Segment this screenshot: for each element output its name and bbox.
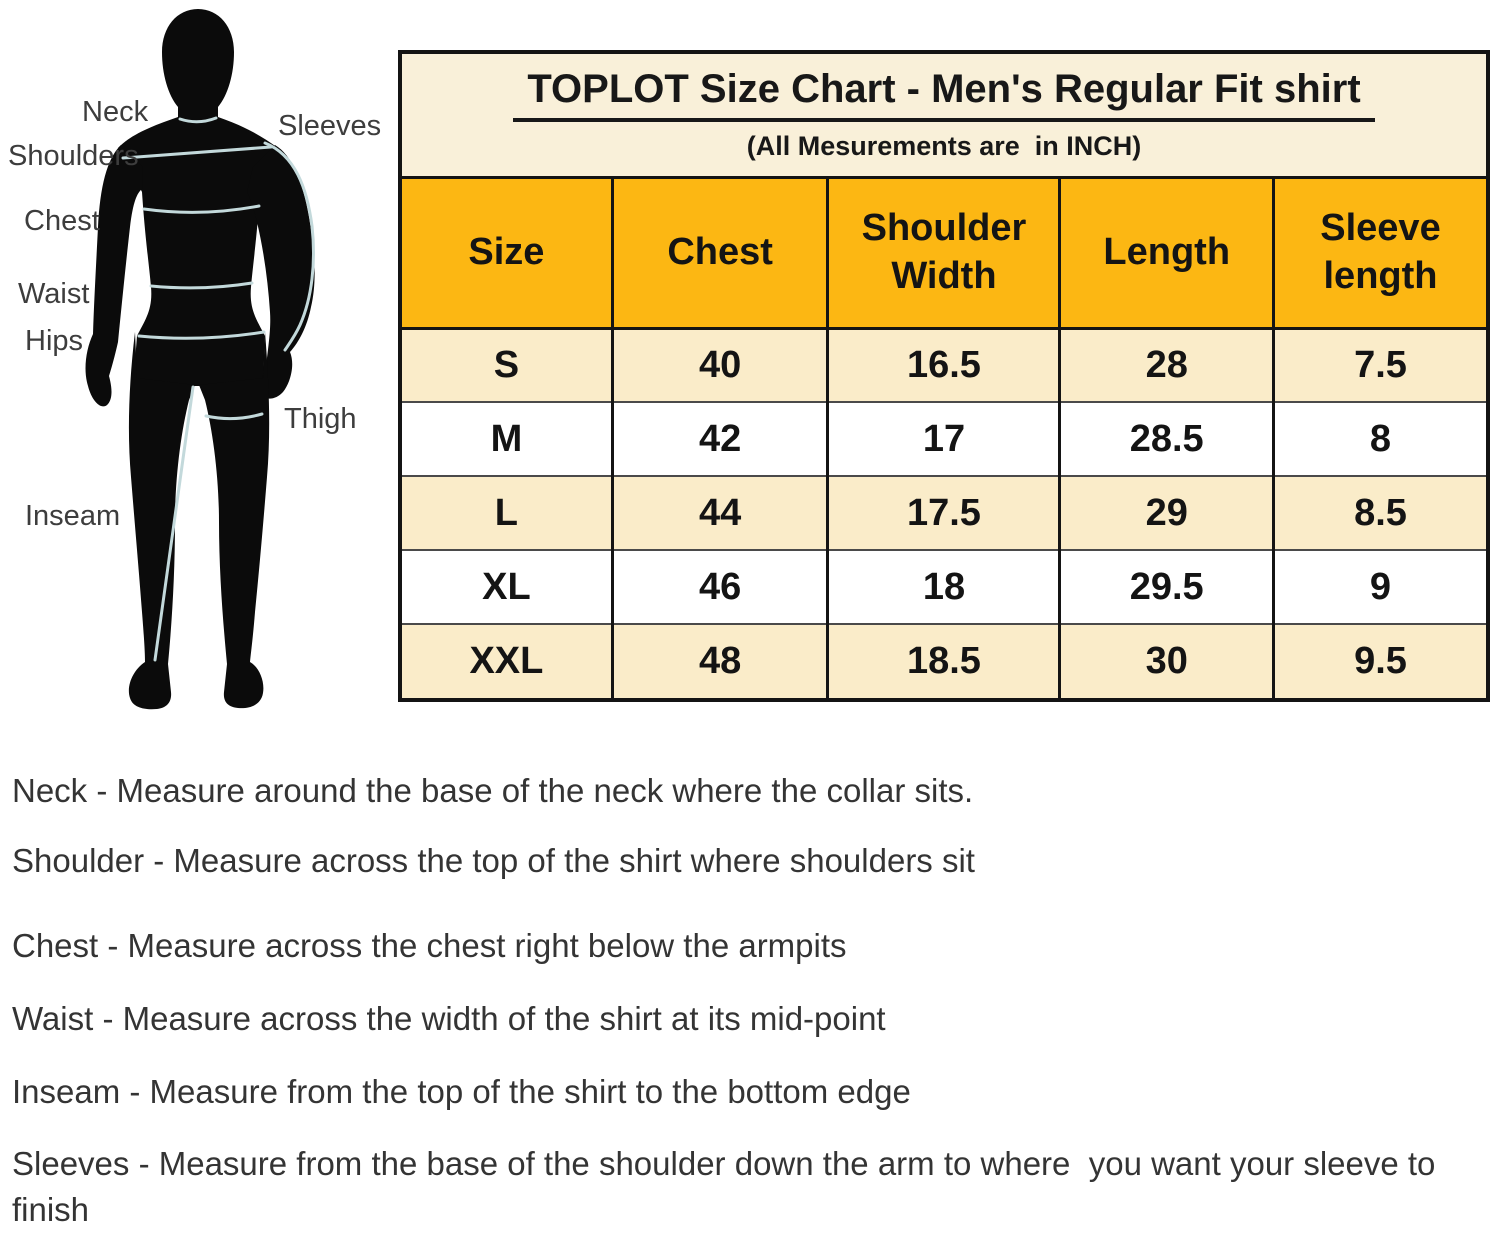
silhouette-left-leg bbox=[128, 332, 195, 710]
table-row: L 44 17.5 29 8.5 bbox=[402, 475, 1486, 550]
hips-line bbox=[137, 330, 266, 340]
instruction-waist: Waist - Measure across the width of the … bbox=[12, 1000, 886, 1037]
measurements-table: Size Chest Shoulder Width Length Sleeve … bbox=[402, 179, 1486, 698]
waist-line bbox=[149, 281, 254, 290]
cell-size: S bbox=[402, 328, 613, 402]
instruction-inseam: Inseam - Measure from the top of the shi… bbox=[12, 1073, 911, 1110]
label-sleeves: Sleeves bbox=[278, 110, 382, 142]
col-header-chest: Chest bbox=[610, 179, 828, 330]
col-header-size: Size bbox=[402, 179, 613, 330]
table-subtitle: (All Mesurements are in INCH) bbox=[746, 131, 1142, 161]
label-hips: Hips bbox=[25, 325, 84, 357]
cell-shoulder-width: 18.5 bbox=[826, 623, 1060, 698]
table-title: TOPLOT Size Chart - Men's Regular Fit sh… bbox=[513, 67, 1375, 122]
table-row: S 40 16.5 28 7.5 bbox=[402, 328, 1486, 402]
size-chart-table: TOPLOT Size Chart - Men's Regular Fit sh… bbox=[398, 50, 1490, 702]
cell-sleeve-length: 7.5 bbox=[1272, 328, 1486, 402]
instruction-sleeves: Sleeves - Measure from the base of the s… bbox=[12, 1145, 1445, 1228]
cell-size: M bbox=[402, 401, 613, 476]
col-header-shoulder-width: Shoulder Width bbox=[826, 179, 1060, 330]
cell-length: 28 bbox=[1058, 328, 1274, 402]
label-inseam: Inseam bbox=[25, 500, 121, 532]
neck-line bbox=[178, 116, 218, 124]
cell-chest: 46 bbox=[610, 549, 828, 624]
col-header-sleeve-length: Sleeve length bbox=[1272, 179, 1486, 330]
label-thigh: Thigh bbox=[284, 403, 357, 435]
label-neck: Neck bbox=[82, 96, 149, 128]
cell-shoulder-width: 18 bbox=[826, 549, 1060, 624]
instructions-block: Neck - Measure around the base of the ne… bbox=[12, 768, 1488, 1233]
table-row: M 42 17 28.5 8 bbox=[402, 401, 1486, 476]
cell-chest: 42 bbox=[610, 401, 828, 476]
silhouette-torso bbox=[118, 117, 278, 386]
cell-size: L bbox=[402, 475, 613, 550]
cell-sleeve-length: 8 bbox=[1272, 401, 1486, 476]
cell-chest: 40 bbox=[610, 328, 828, 402]
thigh-line bbox=[204, 412, 264, 421]
inseam-line bbox=[153, 385, 195, 662]
cell-size: XL bbox=[402, 549, 613, 624]
cell-size: XXL bbox=[402, 623, 613, 698]
silhouette-left-arm bbox=[85, 145, 143, 407]
cell-length: 29.5 bbox=[1058, 549, 1274, 624]
cell-sleeve-length: 8.5 bbox=[1272, 475, 1486, 550]
cell-length: 30 bbox=[1058, 623, 1274, 698]
label-shoulders: Shoulders bbox=[8, 140, 139, 172]
sleeve-line bbox=[263, 141, 315, 352]
chest-line bbox=[142, 204, 261, 214]
instruction-neck: Neck - Measure around the base of the ne… bbox=[12, 772, 974, 809]
cell-shoulder-width: 17.5 bbox=[826, 475, 1060, 550]
table-row: XL 46 18 29.5 9 bbox=[402, 549, 1486, 624]
silhouette-right-leg bbox=[199, 332, 270, 709]
table-title-cell: TOPLOT Size Chart - Men's Regular Fit sh… bbox=[402, 54, 1486, 179]
cell-sleeve-length: 9.5 bbox=[1272, 623, 1486, 698]
instruction-chest: Chest - Measure across the chest right b… bbox=[12, 927, 847, 964]
measurement-lines bbox=[121, 116, 315, 662]
instruction-shoulder: Shoulder - Measure across the top of the… bbox=[12, 842, 975, 879]
label-chest: Chest bbox=[24, 205, 100, 237]
header-row: Size Chest Shoulder Width Length Sleeve … bbox=[402, 179, 1486, 330]
silhouette-right-arm bbox=[247, 145, 315, 399]
cell-chest: 44 bbox=[610, 475, 828, 550]
col-header-length: Length bbox=[1058, 179, 1274, 330]
shoulder-line bbox=[121, 145, 273, 160]
table-row: XXL 48 18.5 30 9.5 bbox=[402, 623, 1486, 698]
label-waist: Waist bbox=[18, 278, 90, 310]
cell-shoulder-width: 17 bbox=[826, 401, 1060, 476]
cell-shoulder-width: 16.5 bbox=[826, 328, 1060, 402]
cell-sleeve-length: 9 bbox=[1272, 549, 1486, 624]
silhouette-head bbox=[162, 9, 234, 121]
cell-length: 28.5 bbox=[1058, 401, 1274, 476]
cell-chest: 48 bbox=[610, 623, 828, 698]
body-silhouette bbox=[85, 9, 315, 710]
cell-length: 29 bbox=[1058, 475, 1274, 550]
